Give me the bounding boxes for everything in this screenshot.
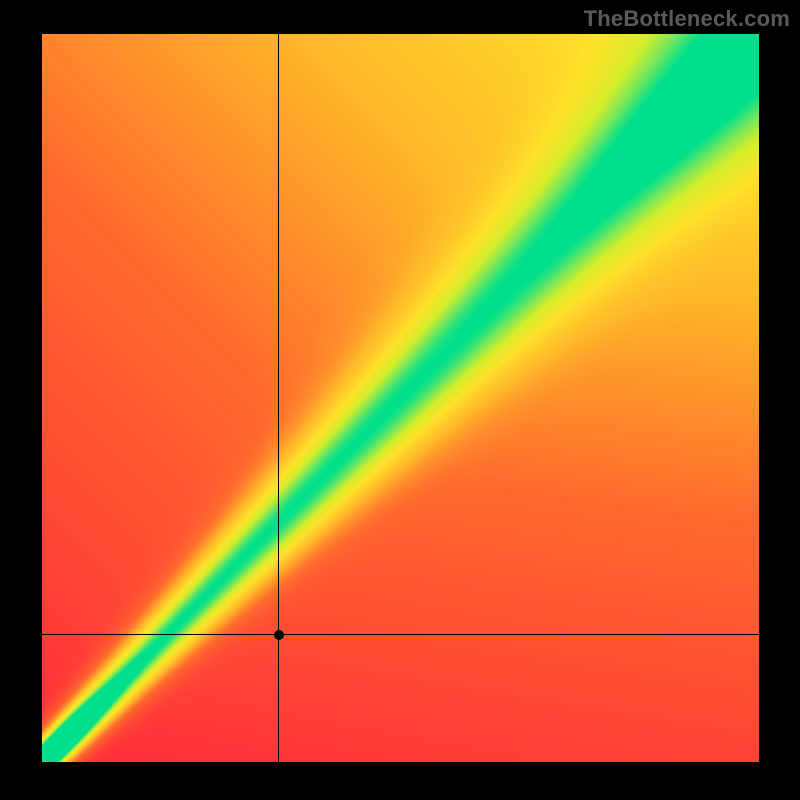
attribution-watermark: TheBottleneck.com	[584, 6, 790, 32]
crosshair-vertical-line	[278, 34, 279, 762]
crosshair-marker-dot	[274, 630, 284, 640]
crosshair-horizontal-line	[42, 634, 759, 635]
heatmap-canvas	[42, 34, 759, 762]
bottleneck-heatmap	[42, 34, 759, 762]
